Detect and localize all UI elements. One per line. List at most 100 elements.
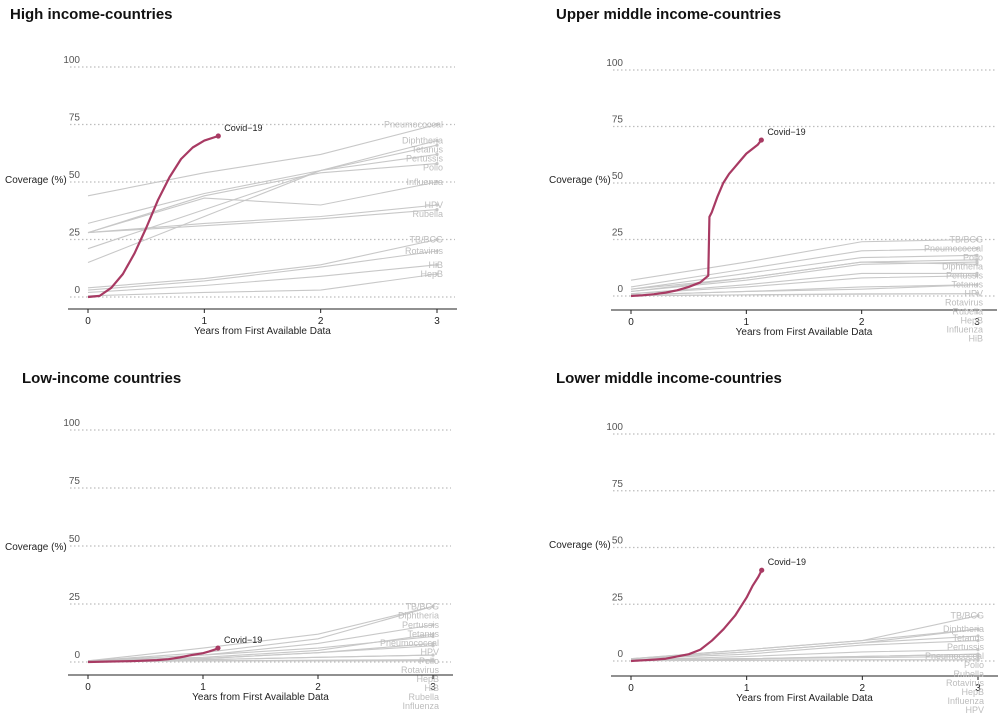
series-line [87, 264, 438, 293]
series-line [630, 659, 978, 662]
series-label: Diphtheria [942, 262, 983, 272]
x-tick-label: 3 [974, 317, 980, 328]
series-label: Influenza [946, 325, 983, 335]
covid-line [87, 134, 219, 299]
x-tick-label: 2 [315, 682, 321, 693]
chart-title: Low-income countries [22, 370, 182, 387]
x-tick-label: 3 [975, 683, 981, 694]
series-label: HPV [424, 200, 443, 210]
x-axis-label: Years from First Available Data [736, 693, 873, 704]
series-label: TB/BCG [409, 235, 443, 245]
series-label: Pneumococcal [380, 638, 439, 648]
covid-end-point [215, 645, 221, 651]
series-label: Diphtheria [398, 610, 439, 620]
covid-label: Covid−19 [767, 127, 805, 137]
y-tick-label: 0 [74, 285, 80, 296]
series-end-point [431, 658, 435, 662]
series-line [630, 238, 978, 281]
chart-panel-low-income: Low-income countries 100 75 50 25 0 0 1 2 3 Years… [0, 364, 500, 715]
series-end-point [975, 274, 979, 278]
series-end-point [435, 249, 439, 253]
series-line [87, 144, 438, 250]
series-line [630, 275, 978, 295]
y-tick-label: 100 [63, 55, 80, 66]
chart-title: Upper middle income-countries [556, 6, 782, 23]
y-tick-label: 25 [69, 592, 81, 603]
series-line [630, 261, 978, 290]
x-axis-label: Years from First Available Data [192, 692, 329, 703]
series-label: Pneumococcal [384, 120, 443, 130]
series-label: TB/BCG [405, 601, 439, 611]
series-end-point [435, 180, 439, 184]
series-label: Tetanus [952, 633, 984, 643]
series-end-point [975, 283, 979, 287]
series-end-point [975, 258, 979, 262]
series-line [87, 605, 434, 662]
series-label: TB/BCG [949, 235, 983, 245]
x-tick-label: 2 [860, 683, 866, 694]
series-line [630, 254, 978, 290]
y-axis-label: Coverage (%) [5, 542, 67, 553]
series-end-point [975, 271, 979, 275]
series-line [87, 140, 438, 264]
series-label: Polio [419, 656, 439, 666]
series-end-point [976, 634, 980, 638]
y-axis-label: Coverage (%) [5, 175, 67, 186]
series-label: Tetanus [951, 280, 983, 290]
series-label: HPV [420, 647, 439, 657]
series-label: HepB [420, 269, 443, 279]
x-tick-label: 1 [200, 682, 206, 693]
series-label: HepB [961, 687, 984, 697]
series-label: Rotavirus [945, 298, 984, 308]
x-tick-label: 1 [744, 683, 750, 694]
y-tick-label: 75 [612, 479, 624, 490]
y-tick-label: 25 [69, 228, 81, 239]
covid-end-point [215, 133, 221, 139]
y-tick-label: 75 [69, 113, 81, 124]
series-line [630, 293, 978, 297]
series-label: HPV [964, 289, 983, 299]
series-line [87, 209, 438, 234]
y-tick-label: 25 [612, 228, 624, 239]
series-line [87, 605, 434, 662]
series-end-point [975, 292, 979, 296]
series-label: Pneumococcal [925, 651, 984, 661]
x-tick-label: 0 [85, 682, 91, 693]
series-line [87, 153, 438, 224]
series-end-point [435, 208, 439, 212]
series-line [630, 272, 977, 295]
series-label: Rubella [408, 692, 439, 702]
x-tick-label: 0 [628, 317, 634, 328]
chart-panel-upper-middle-income: Upper middle income-countries 100 75 50 25 0… [546, 0, 1000, 351]
x-tick-label: 3 [434, 316, 440, 327]
series-end-point [976, 658, 980, 662]
series-label: Pertussis [947, 642, 985, 652]
series-end-point [975, 246, 979, 251]
series-label: Tetanus [411, 145, 443, 155]
series-end-point [435, 139, 439, 143]
series-line [87, 123, 438, 197]
series-label: Polio [963, 253, 983, 263]
series-end-point [976, 638, 980, 643]
covid-line [87, 647, 219, 664]
x-tick-label: 2 [318, 316, 324, 327]
series-end-point [435, 152, 439, 156]
series-end-point [431, 632, 435, 636]
chart-title: High income-countries [10, 6, 173, 23]
x-tick-label: 1 [744, 317, 750, 328]
y-tick-label: 0 [617, 649, 623, 660]
series-label: Rubella [952, 307, 983, 317]
y-tick-label: 100 [63, 418, 80, 429]
series-line [87, 204, 438, 234]
series-end-point [431, 644, 435, 648]
x-tick-label: 0 [628, 683, 634, 694]
series-end-point [431, 623, 435, 627]
series-end-point [435, 162, 439, 166]
series-label: Diphtheria [943, 624, 984, 634]
series-label: Rotavirus [401, 665, 440, 675]
chart-title: Lower middle income-countries [556, 370, 782, 387]
series-label: HepB [960, 316, 983, 326]
covid-end-point [758, 137, 764, 143]
series-line [87, 633, 434, 662]
series-line [87, 181, 438, 234]
